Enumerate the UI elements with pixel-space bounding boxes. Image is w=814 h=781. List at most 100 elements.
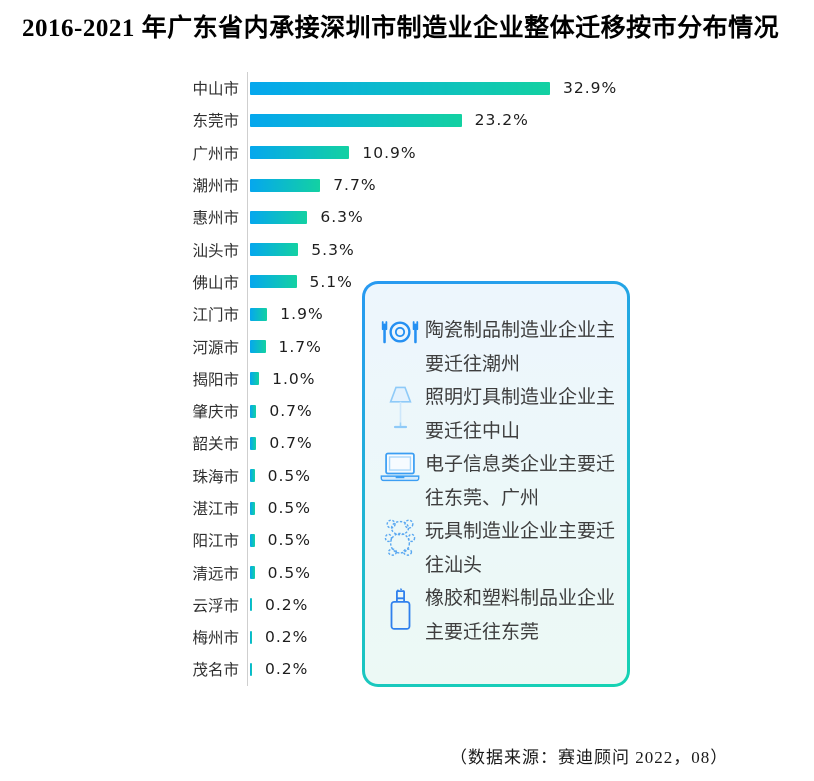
category-label: 梅州市 xyxy=(192,629,239,648)
bar xyxy=(250,113,462,127)
bar xyxy=(250,243,299,257)
laptop-icon xyxy=(375,452,425,515)
bar-row: 阳江市 0.5% xyxy=(0,524,660,557)
bar-area: 0.2% xyxy=(247,588,660,622)
bar-area: 1.7% xyxy=(247,330,660,363)
category-label: 阳江市 xyxy=(192,532,239,551)
value-label: 5.1% xyxy=(309,272,353,291)
bar xyxy=(250,566,255,580)
bar-row: 揭阳市 1.0% xyxy=(0,362,660,395)
tableware-icon xyxy=(375,320,425,381)
value-label: 0.2% xyxy=(265,628,309,647)
bar-row: 河源市 1.7% xyxy=(0,330,660,363)
value-label: 0.7% xyxy=(269,434,313,453)
category-label: 惠州市 xyxy=(192,209,239,228)
callout-box: 陶瓷制品制造业企业主要迁往潮州 照明灯具制造业企业主要迁往中山 xyxy=(362,281,630,687)
bar-area: 0.7% xyxy=(247,427,660,460)
bar-row: 珠海市 0.5% xyxy=(0,459,660,492)
bar-row: 肇庆市 0.7% xyxy=(0,394,660,428)
bar-chart: 中山市 32.9% 东莞市 23.2% 广州市 10.9% 潮州市 7.7% 惠州市 6.3% 汕头… xyxy=(0,72,660,686)
bar-area: 23.2% xyxy=(247,104,660,137)
value-label: 0.5% xyxy=(267,466,311,485)
callout-inner: 陶瓷制品制造业企业主要迁往潮州 照明灯具制造业企业主要迁往中山 xyxy=(365,284,627,684)
value-label: 1.7% xyxy=(278,337,322,356)
bar-area: 10.9% xyxy=(247,136,660,169)
value-label: 0.5% xyxy=(267,499,311,517)
bar-row: 茂名市 0.2% xyxy=(0,653,660,686)
value-label: 32.9% xyxy=(563,79,618,98)
page-title: 2016-2021 年广东省内承接深圳市制造业企业整体迁移按市分布情况 xyxy=(22,15,780,42)
bar-area: 5.3% xyxy=(247,233,660,266)
bar-area: 0.7% xyxy=(247,394,660,428)
callout-item-toys: 玩具制造业企业主要迁往汕头 xyxy=(375,515,615,582)
bar-row: 清远市 0.5% xyxy=(0,556,660,589)
bar xyxy=(250,469,255,483)
callout-text: 陶瓷制品制造业企业主要迁往潮州 xyxy=(425,319,616,375)
bar-row: 江门市 1.9% xyxy=(0,298,660,331)
category-label: 河源市 xyxy=(192,338,239,357)
category-label: 东莞市 xyxy=(192,112,239,131)
bar xyxy=(250,146,350,160)
callout-text: 玩具制造业企业主要迁往汕头 xyxy=(425,520,616,576)
bar-row: 惠州市 6.3% xyxy=(0,201,660,234)
bar-row: 东莞市 23.2% xyxy=(0,104,660,137)
bar-area: 0.5% xyxy=(247,524,660,557)
category-label: 潮州市 xyxy=(192,177,239,196)
category-label: 韶关市 xyxy=(192,435,239,454)
bar-area: 32.9% xyxy=(247,72,660,105)
teddy-bear-icon xyxy=(375,518,425,582)
value-label: 1.0% xyxy=(272,369,316,388)
bar xyxy=(250,81,550,95)
bar-row: 佛山市 5.1% xyxy=(0,265,660,299)
category-label: 佛山市 xyxy=(192,273,239,292)
bar xyxy=(250,210,308,224)
category-label: 广州市 xyxy=(192,144,239,163)
callout-item-ceramics: 陶瓷制品制造业企业主要迁往潮州 xyxy=(375,314,615,381)
value-label: 0.2% xyxy=(265,595,309,614)
bar-row: 梅州市 0.2% xyxy=(0,621,660,654)
bar xyxy=(250,178,321,192)
bar xyxy=(250,662,252,676)
bar xyxy=(250,275,297,289)
value-label: 0.7% xyxy=(269,402,313,421)
bar-row: 广州市 10.9% xyxy=(0,136,660,169)
bar-row: 云浮市 0.2% xyxy=(0,588,660,622)
bar xyxy=(250,307,268,321)
bar-area: 0.2% xyxy=(247,621,660,654)
callout-text: 照明灯具制造业企业主要迁往中山 xyxy=(425,386,616,442)
category-label: 湛江市 xyxy=(192,500,239,518)
bar xyxy=(250,436,257,450)
category-label: 江门市 xyxy=(192,306,239,325)
category-label: 肇庆市 xyxy=(192,403,239,422)
bar-area: 1.9% xyxy=(247,298,660,331)
value-label: 6.3% xyxy=(320,208,364,227)
callout-text: 电子信息类企业主要迁往东莞、广州 xyxy=(425,453,616,509)
bar-row: 潮州市 7.7% xyxy=(0,168,660,202)
value-label: 0.5% xyxy=(267,531,311,550)
glue-bottle-icon xyxy=(375,587,425,649)
category-label: 揭阳市 xyxy=(192,370,239,389)
value-label: 23.2% xyxy=(474,111,529,130)
category-label: 云浮市 xyxy=(192,596,239,615)
bar-row: 韶关市 0.7% xyxy=(0,427,660,460)
bar-area: 0.5% xyxy=(247,491,660,525)
bar-area: 0.5% xyxy=(247,459,660,492)
category-label: 茂名市 xyxy=(192,661,239,680)
bar xyxy=(250,404,257,418)
bar-row: 湛江市 0.5% xyxy=(0,491,660,525)
value-label: 0.2% xyxy=(265,660,309,679)
callout-item-electronics: 电子信息类企业主要迁往东莞、广州 xyxy=(375,448,615,515)
bar-area: 5.1% xyxy=(247,265,660,299)
desk-lamp-icon xyxy=(375,385,425,448)
bar xyxy=(250,598,252,612)
callout-item-lighting: 照明灯具制造业企业主要迁往中山 xyxy=(375,381,615,448)
bar-area: 6.3% xyxy=(247,201,660,234)
bar-area: 0.5% xyxy=(247,556,660,589)
bar-area: 7.7% xyxy=(247,168,660,202)
bar-area: 0.2% xyxy=(247,653,660,686)
bar xyxy=(250,372,260,386)
category-label: 清远市 xyxy=(192,564,239,583)
callout-text: 橡胶和塑料制品业企业主要迁往东莞 xyxy=(425,587,616,643)
bar xyxy=(250,630,252,644)
value-label: 1.9% xyxy=(280,305,324,324)
